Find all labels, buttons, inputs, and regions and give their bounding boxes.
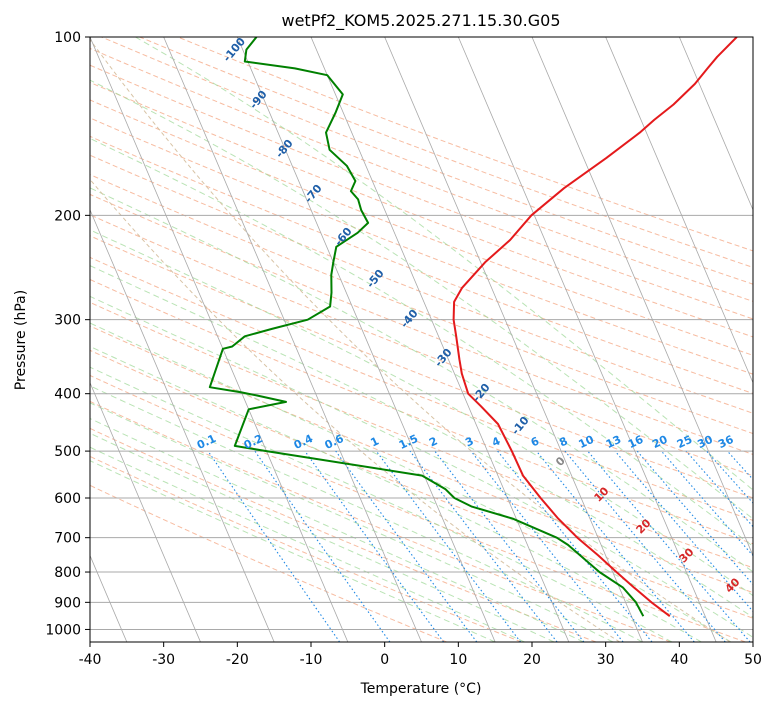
mixing-ratio-line (335, 450, 478, 642)
mixing-ratio-line (564, 450, 726, 642)
x-tick-label: 20 (523, 652, 541, 668)
y-axis: 100 200 300 400 500 600 700 800 900 1000 (45, 30, 90, 638)
mixing-ratio-line (497, 450, 653, 642)
moist-adiabat (90, 322, 732, 642)
dry-adiabat (90, 235, 753, 499)
x-tick-label: 40 (670, 652, 688, 668)
isotherm-line (90, 37, 349, 642)
y-tick-label: 400 (54, 387, 81, 403)
y-tick-label: 100 (54, 30, 81, 46)
dry-adiabat (90, 349, 753, 619)
isotherm-line (457, 37, 717, 642)
dry-adiabat (90, 135, 753, 395)
x-axis: -40 -30 -20 -10 0 10 20 30 40 50 (79, 642, 762, 668)
moist-adiabat (90, 79, 753, 520)
y-tick-label: 1000 (45, 622, 81, 638)
isotherm-line (752, 37, 753, 39)
moist-adiabat (90, 460, 496, 642)
moist-adiabat (90, 432, 555, 642)
y-axis-label: Pressure (hPa) (13, 290, 29, 390)
dry-adiabat (90, 47, 753, 302)
dry-adiabat (90, 278, 753, 545)
mixing-ratio-label: 20 (650, 433, 670, 451)
isotherm-line (678, 37, 753, 211)
y-tick-label: 500 (54, 444, 81, 460)
x-tick-label: -30 (152, 652, 175, 668)
dry-adiabat (90, 325, 753, 594)
mixing-ratio-line (254, 450, 391, 642)
dry-adiabat (90, 64, 753, 320)
dashed-curve (90, 38, 731, 642)
moist-adiabat (90, 366, 673, 642)
data-series (208, 37, 738, 617)
plot-frame (89, 36, 754, 643)
mixing-ratio-label: 16 (626, 433, 646, 451)
dashed-curve (90, 178, 620, 642)
isotherm-line (236, 37, 496, 642)
y-tick-label: 600 (54, 491, 81, 507)
mixing-ratio-label: 25 (675, 433, 694, 451)
x-tick-label: 0 (380, 652, 389, 668)
isotherm-line (90, 381, 201, 642)
moist-adiabat (90, 265, 753, 618)
y-tick-label: 200 (54, 208, 81, 224)
dry-adiabat (90, 81, 753, 338)
moist-adiabat (90, 385, 643, 642)
mixing-ratio-label: 30 (695, 433, 715, 451)
x-tick-label: -40 (79, 652, 102, 668)
y-tick-label: 900 (54, 595, 81, 611)
dry-adiabat (90, 374, 746, 642)
mixing-ratio-line (304, 450, 445, 642)
plot-area (90, 37, 753, 642)
isotherm-line (163, 37, 422, 642)
mixing-ratio-line (207, 450, 341, 642)
dry-adiabat (90, 154, 753, 414)
x-tick-label: 50 (744, 652, 762, 668)
x-tick-label: 30 (597, 652, 615, 668)
mixing-ratio-line (470, 450, 624, 642)
dewpoint-profile-line (208, 37, 645, 617)
moist-adiabat (135, 37, 753, 491)
dry-adiabat (90, 484, 447, 642)
isotherm-line (384, 37, 643, 642)
mixing-ratio-label: 36 (716, 433, 736, 451)
dry-adiabat (90, 256, 753, 521)
temperature-profile-line (452, 37, 738, 617)
mixing-ratio-line (375, 450, 522, 642)
moist-adiabat (90, 446, 525, 642)
mixing-ratio-label: 10 (577, 433, 597, 451)
chart-title: wetPf2_KOM5.2025.271.15.30.G05 (281, 11, 560, 31)
y-tick-label: 700 (54, 531, 81, 547)
isotherm-line (531, 37, 753, 557)
y-tick-label: 300 (54, 313, 81, 329)
y-tick-label: 800 (54, 565, 81, 581)
background-lines (90, 37, 753, 642)
x-tick-label: -20 (226, 652, 249, 668)
dry-adiabat (90, 455, 522, 642)
x-tick-label: 10 (449, 652, 467, 668)
isotherm-line (90, 208, 275, 642)
moist-adiabat (90, 187, 753, 573)
moist-adiabat (90, 402, 614, 642)
isotherm-line (310, 37, 570, 642)
dry-adiabat (90, 99, 753, 356)
mixing-ratio-label: 13 (604, 433, 623, 451)
x-tick-label: -10 (300, 652, 323, 668)
dry-adiabat (101, 37, 753, 285)
isotherm-line (605, 37, 753, 384)
x-axis-label: Temperature (°C) (360, 681, 482, 697)
mixing-ratio-line (636, 450, 753, 586)
